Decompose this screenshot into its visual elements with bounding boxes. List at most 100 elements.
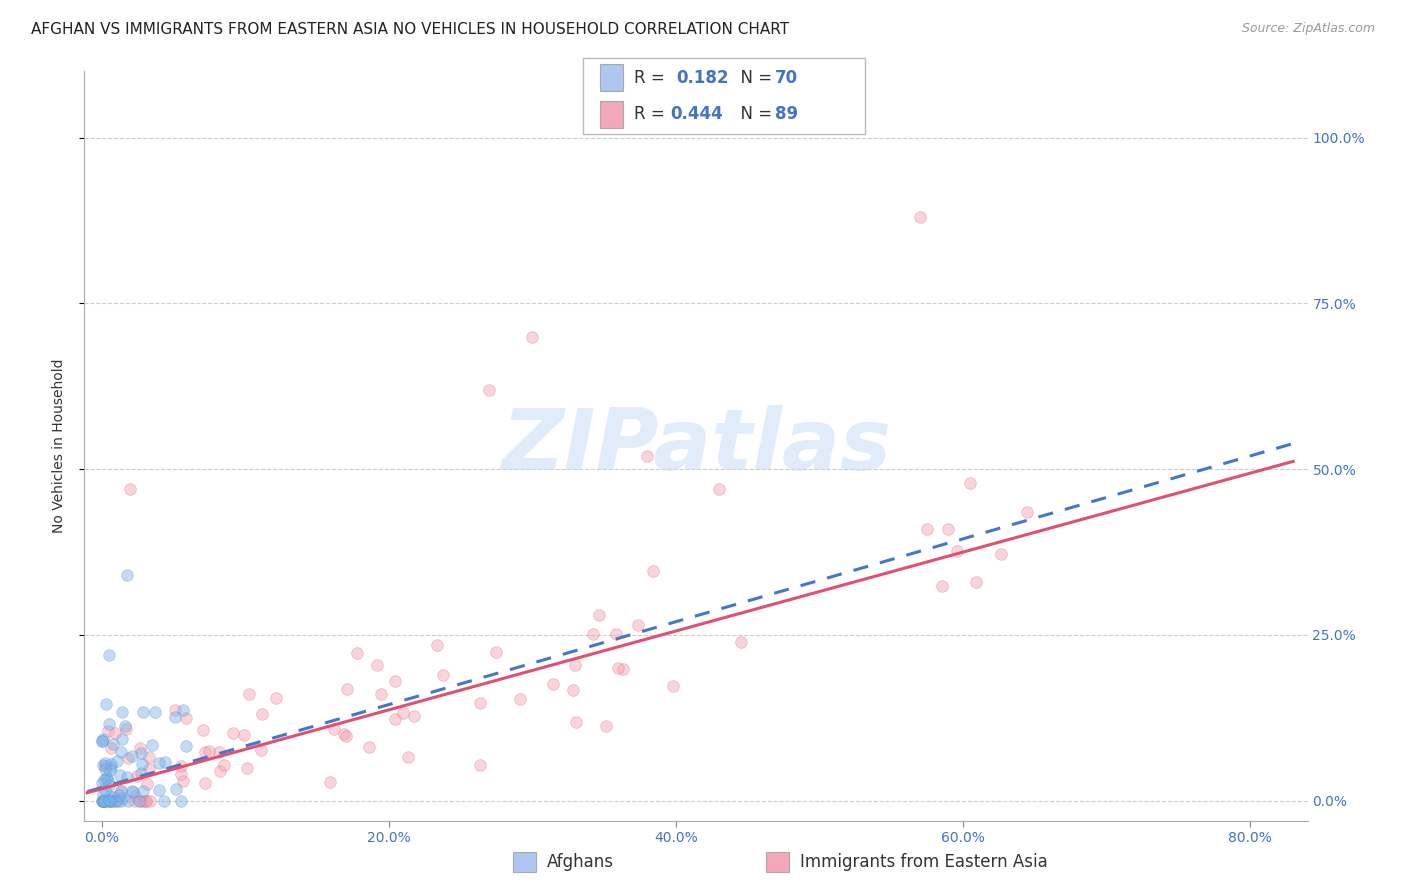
Point: [945, 544, 967, 558]
Point: [107, 793, 129, 807]
Point: [135, 794, 157, 808]
Text: Source: ZipAtlas.com: Source: ZipAtlas.com: [1241, 22, 1375, 36]
Point: [915, 522, 938, 536]
Point: [191, 723, 214, 738]
Point: [249, 743, 271, 757]
Point: [209, 764, 232, 779]
Point: [90, 776, 112, 790]
Point: [122, 794, 145, 808]
Point: [94, 756, 117, 770]
Point: [93, 794, 115, 808]
Point: [135, 794, 157, 808]
Point: [208, 745, 231, 759]
Point: [222, 726, 245, 740]
Point: [97, 724, 120, 739]
Text: 70: 70: [775, 69, 797, 87]
Point: [93, 783, 115, 797]
Point: [346, 646, 368, 660]
Point: [468, 696, 491, 710]
Point: [108, 768, 131, 782]
Point: [908, 211, 931, 225]
Point: [94, 762, 117, 776]
Point: [129, 794, 152, 808]
Point: [170, 766, 193, 780]
Point: [931, 579, 953, 593]
Text: 0.182: 0.182: [676, 69, 728, 87]
Point: [1017, 505, 1039, 519]
Point: [165, 781, 187, 796]
Point: [582, 626, 605, 640]
Point: [108, 788, 131, 802]
Point: [117, 751, 139, 765]
Text: R =: R =: [634, 105, 671, 123]
Point: [661, 679, 683, 693]
Point: [121, 749, 143, 764]
Point: [335, 729, 357, 743]
Point: [170, 794, 193, 808]
Point: [426, 639, 449, 653]
Point: [117, 794, 139, 808]
Point: [132, 705, 155, 719]
Point: [128, 740, 150, 755]
Point: [194, 775, 217, 789]
Point: [111, 731, 134, 746]
Point: [163, 710, 186, 724]
Point: [103, 789, 125, 804]
Point: [612, 662, 634, 676]
Point: [264, 690, 287, 705]
Point: [93, 794, 115, 808]
Text: ZIPatlas: ZIPatlas: [501, 404, 891, 488]
Point: [236, 761, 259, 775]
Point: [91, 758, 114, 772]
Point: [111, 705, 134, 719]
Point: [93, 787, 115, 801]
Point: [110, 784, 132, 798]
Point: [541, 676, 564, 690]
Point: [121, 784, 143, 798]
Point: [565, 714, 588, 729]
Point: [384, 674, 406, 689]
Point: [138, 762, 160, 776]
Point: [111, 791, 134, 805]
Point: [103, 737, 125, 751]
Point: [91, 734, 114, 748]
Point: [110, 783, 132, 797]
Point: [319, 775, 342, 789]
Point: [104, 794, 127, 808]
Point: [522, 329, 544, 343]
Point: [198, 744, 221, 758]
Point: [432, 668, 454, 682]
Point: [100, 756, 122, 771]
Text: AFGHAN VS IMMIGRANTS FROM EASTERN ASIA NO VEHICLES IN HOUSEHOLD CORRELATION CHAR: AFGHAN VS IMMIGRANTS FROM EASTERN ASIA N…: [31, 22, 789, 37]
Point: [122, 785, 145, 799]
Point: [100, 741, 122, 756]
Point: [100, 794, 122, 808]
Point: [91, 794, 114, 808]
Text: 0.444: 0.444: [671, 105, 724, 123]
Point: [91, 794, 114, 808]
Point: [163, 703, 186, 717]
Point: [132, 783, 155, 797]
Point: [174, 739, 197, 753]
Point: [100, 794, 122, 808]
Point: [129, 766, 152, 780]
Text: 89: 89: [775, 105, 797, 123]
Text: N =: N =: [730, 105, 778, 123]
Point: [91, 731, 114, 746]
Point: [607, 661, 630, 675]
Point: [212, 758, 235, 772]
Point: [143, 706, 166, 720]
Point: [641, 564, 664, 578]
Point: [94, 771, 117, 785]
Point: [332, 726, 354, 740]
Point: [91, 794, 114, 808]
Point: [105, 754, 128, 768]
Point: [98, 794, 121, 808]
Point: [153, 794, 176, 808]
Point: [478, 383, 501, 397]
Point: [135, 777, 157, 791]
Point: [370, 687, 392, 701]
Point: [97, 717, 120, 731]
Point: [93, 794, 115, 808]
Point: [115, 723, 138, 737]
